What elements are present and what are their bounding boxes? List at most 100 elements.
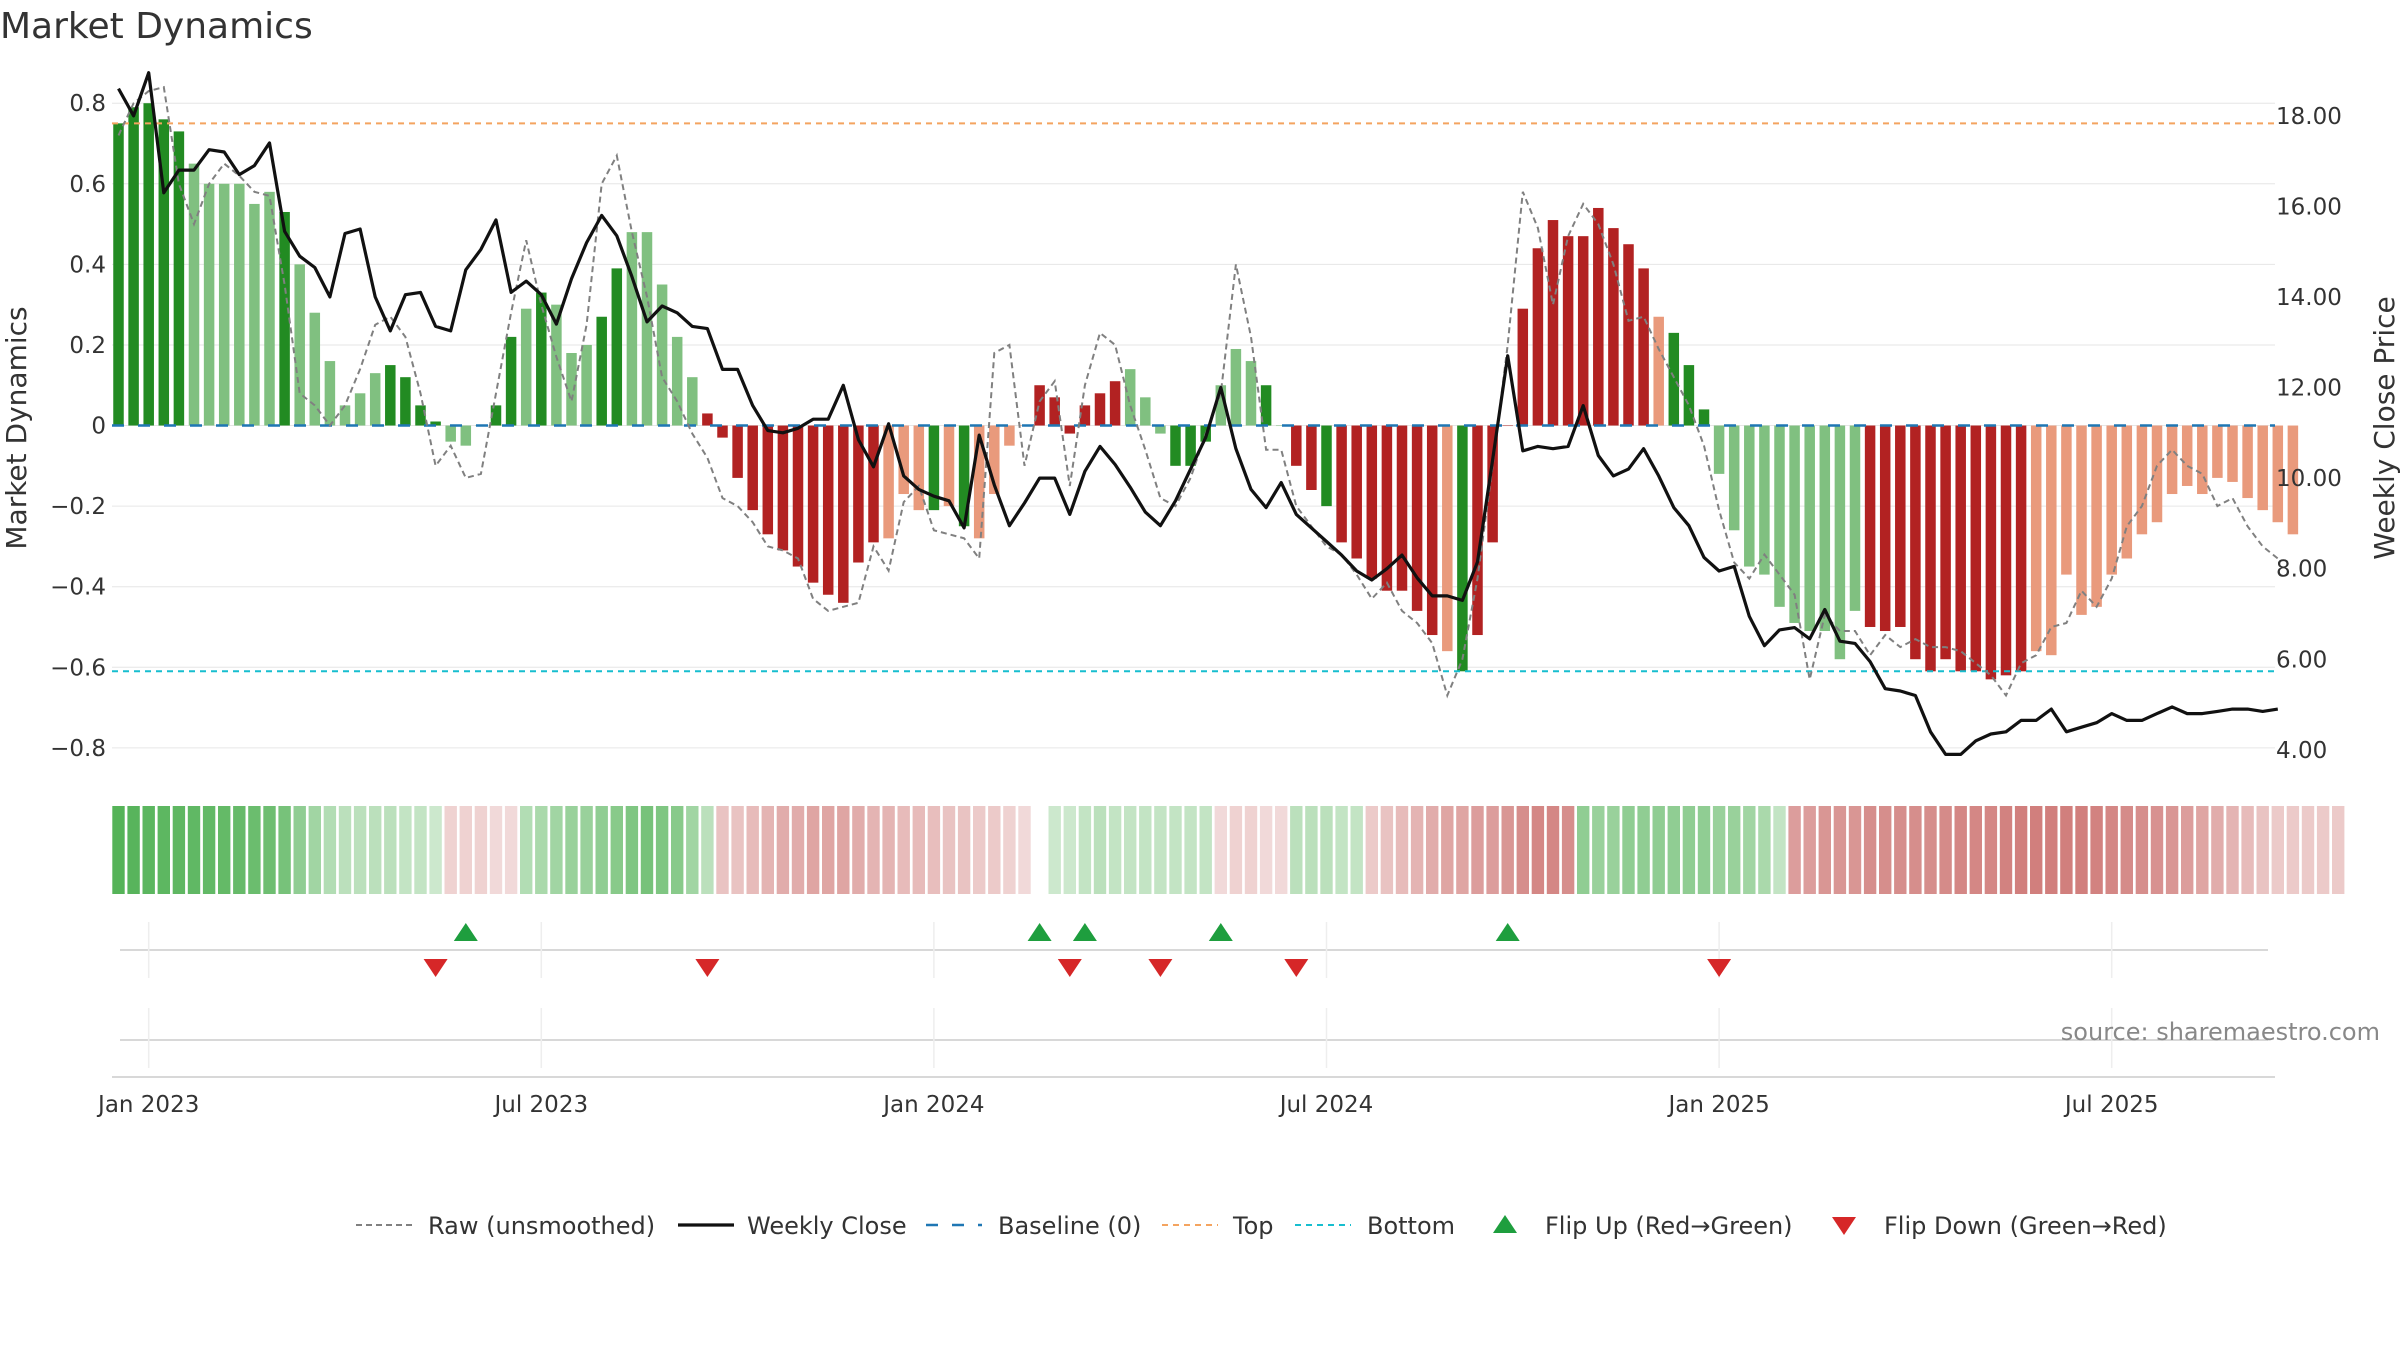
momentum-bar <box>234 183 245 426</box>
heatmap-cell <box>263 806 276 894</box>
heatmap-cell <box>353 806 367 894</box>
legend-swatch-triangle-up <box>1493 1215 1517 1233</box>
heatmap-cell <box>867 806 880 894</box>
heatmap-cell <box>1728 806 1741 894</box>
momentum-bar <box>1668 332 1680 426</box>
heatmap-cell <box>746 806 759 894</box>
heatmap-cell <box>1758 806 1771 894</box>
momentum-bar <box>1804 425 1815 632</box>
momentum-bar <box>2181 425 2193 486</box>
right-tick-label: 8.00 <box>2276 557 2327 583</box>
legend-label: Bottom <box>1367 1212 1455 1240</box>
momentum-bar <box>641 232 653 426</box>
heatmap-cell <box>2332 806 2345 894</box>
reference-lines <box>112 122 2275 673</box>
momentum-bar <box>2166 425 2178 495</box>
right-tick-label: 16.00 <box>2276 194 2342 220</box>
heatmap-cell <box>112 806 125 894</box>
momentum-bar <box>1396 425 1408 591</box>
momentum-bar <box>1517 308 1529 426</box>
right-tick-label: 6.00 <box>2276 647 2327 673</box>
momentum-bar <box>581 344 592 426</box>
momentum-bar <box>611 268 623 426</box>
series-lines <box>117 71 2279 757</box>
heatmap-cell <box>233 806 246 894</box>
heatmap-cell <box>791 806 805 894</box>
momentum-bar <box>1547 220 1559 426</box>
heatmap-cell <box>806 806 820 894</box>
momentum-bar <box>294 264 305 426</box>
momentum-bar <box>1713 425 1725 474</box>
heatmap-cell <box>897 806 910 894</box>
heatmap-cell <box>1531 806 1545 894</box>
heatmap-cell <box>459 806 472 894</box>
heatmap-cell <box>399 806 412 894</box>
momentum-bar <box>687 377 698 426</box>
heatmap-cell <box>942 806 956 894</box>
momentum-bar <box>1351 425 1362 559</box>
momentum-bar <box>188 163 200 426</box>
momentum-bar <box>369 373 381 426</box>
heatmap-cell <box>988 806 1001 894</box>
heatmap-cell <box>1561 806 1575 894</box>
heatmap-cell <box>2060 806 2073 894</box>
heatmap-cell <box>686 806 699 894</box>
momentum-bar <box>1849 425 1861 611</box>
left-tick-label: −0.4 <box>50 575 106 601</box>
heatmap-cell <box>1395 806 1409 894</box>
momentum-bar <box>1004 425 1015 446</box>
momentum-bar <box>113 123 124 426</box>
legend-label: Top <box>1232 1212 1274 1240</box>
heatmap-cell <box>1863 806 1877 894</box>
momentum-bar <box>143 103 154 426</box>
flip-down-marker <box>695 959 720 977</box>
momentum-bar <box>415 405 426 426</box>
momentum-bar <box>1502 425 1513 427</box>
momentum-bar <box>1426 425 1438 636</box>
heatmap-cell <box>671 806 684 894</box>
heatmap-cell <box>1139 806 1152 894</box>
momentum-bar <box>1744 425 1755 567</box>
momentum-bar <box>1260 385 1272 426</box>
momentum-bar <box>551 304 562 426</box>
flip-up-marker <box>453 923 478 941</box>
heatmap-cell <box>2271 806 2284 894</box>
heatmap-cell <box>1697 806 1711 894</box>
momentum-bar <box>324 361 336 426</box>
momentum-bar <box>596 316 607 426</box>
momentum-bar <box>566 353 577 426</box>
momentum-bar <box>928 425 940 511</box>
left-axis-ticks: 0.8 0.6 0.4 0.2 0 −0.2 −0.4 −0.6 −0.8 <box>50 91 106 762</box>
momentum-bar <box>913 425 925 511</box>
heatmap-cell <box>2045 806 2058 894</box>
heatmap-cell <box>1456 806 1469 894</box>
heatmap-cell <box>1214 806 1227 894</box>
heatmap-cell <box>1682 806 1696 894</box>
momentum-bar <box>173 131 185 426</box>
momentum-bar <box>1819 425 1831 632</box>
heatmap-cell <box>172 806 186 894</box>
heatmap-cell <box>308 806 321 894</box>
heatmap-cell <box>1803 806 1816 894</box>
left-tick-label: 0 <box>91 414 106 440</box>
heatmap-cell <box>1667 806 1680 894</box>
left-tick-label: −0.8 <box>50 736 106 762</box>
momentum-bar <box>1683 365 1695 426</box>
momentum-bar <box>536 292 547 426</box>
momentum-bar <box>671 336 683 426</box>
heatmap-cell <box>187 806 201 894</box>
heatmap-cell <box>489 806 503 894</box>
heatmap-cell <box>580 806 593 894</box>
chart-legend: Raw (unsmoothed) Weekly Close Baseline (0)… <box>356 1212 2167 1240</box>
momentum-bar <box>1124 369 1136 426</box>
heatmap-cell <box>927 806 941 894</box>
heatmap-cell <box>157 806 170 894</box>
heatmap-cell <box>1969 806 1982 894</box>
right-tick-label: 12.00 <box>2276 376 2342 402</box>
legend-item: Baseline (0) <box>926 1212 1141 1240</box>
heatmap-cell <box>2135 806 2149 894</box>
heatmap-cell <box>1063 806 1076 894</box>
legend-label: Raw (unsmoothed) <box>428 1212 655 1240</box>
momentum-bar <box>1079 405 1091 426</box>
heatmap-cell <box>1773 806 1786 894</box>
